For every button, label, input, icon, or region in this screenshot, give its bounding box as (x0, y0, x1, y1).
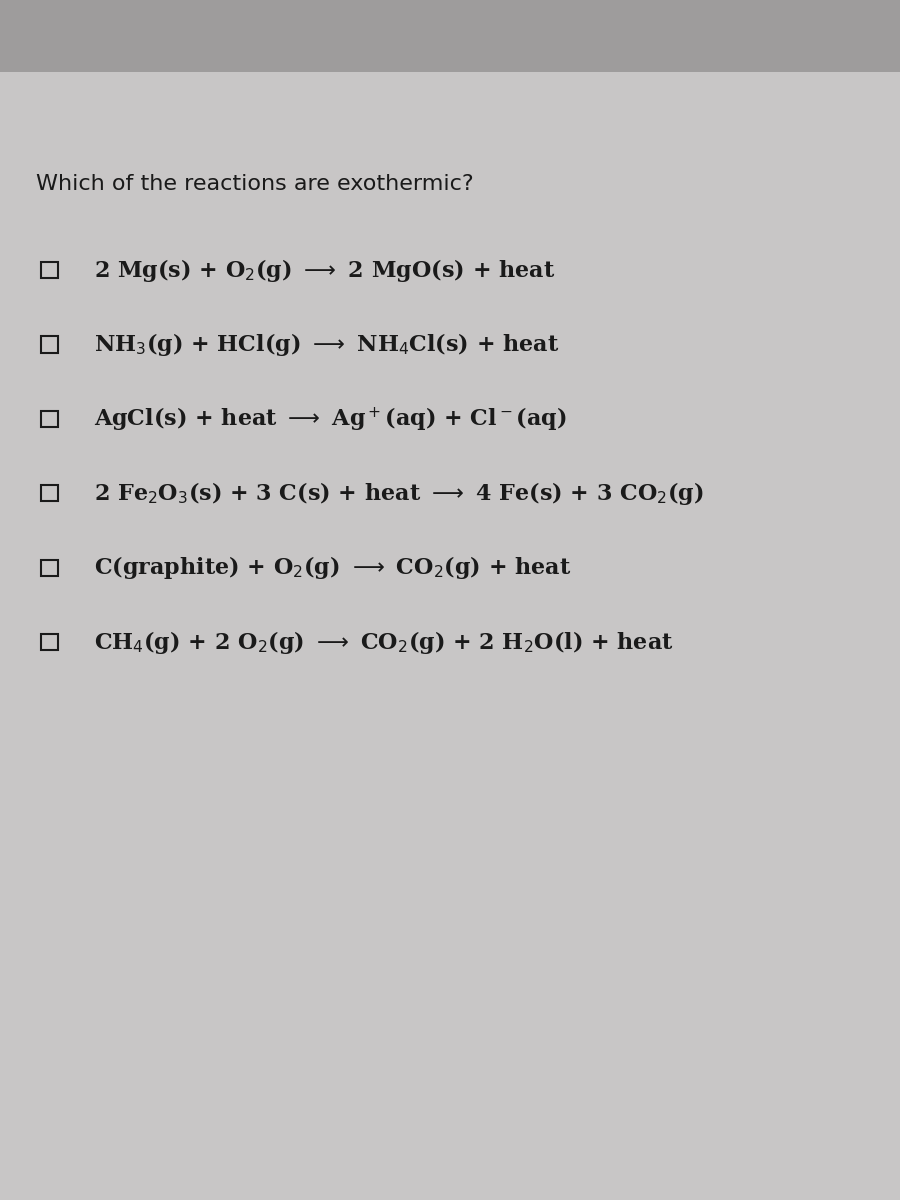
Text: NH$_3$(g) + HCl(g) $\longrightarrow$ NH$_4$Cl(s) + heat: NH$_3$(g) + HCl(g) $\longrightarrow$ NH$… (94, 331, 560, 358)
Bar (0, 0, 900, 72)
Bar (41, 262, 58, 278)
Text: 2 Mg(s) + O$_2$(g) $\longrightarrow$ 2 MgO(s) + heat: 2 Mg(s) + O$_2$(g) $\longrightarrow$ 2 M… (94, 257, 556, 283)
Text: AgCl(s) + heat $\longrightarrow$ Ag$^+$(aq) + Cl$^-$(aq): AgCl(s) + heat $\longrightarrow$ Ag$^+$(… (94, 404, 567, 433)
Bar (41, 559, 58, 576)
Bar (41, 336, 58, 353)
Bar (41, 485, 58, 502)
Text: C(graphite) + O$_2$(g) $\longrightarrow$ CO$_2$(g) + heat: C(graphite) + O$_2$(g) $\longrightarrow$… (94, 554, 572, 581)
Text: Which of the reactions are exothermic?: Which of the reactions are exothermic? (36, 174, 473, 194)
Text: CH$_4$(g) + 2 O$_2$(g) $\longrightarrow$ CO$_2$(g) + 2 H$_2$O(l) + heat: CH$_4$(g) + 2 O$_2$(g) $\longrightarrow$… (94, 629, 674, 655)
Text: 2 Fe$_2$O$_3$(s) + 3 C(s) + heat $\longrightarrow$ 4 Fe(s) + 3 CO$_2$(g): 2 Fe$_2$O$_3$(s) + 3 C(s) + heat $\longr… (94, 480, 705, 506)
Bar (41, 410, 58, 427)
Bar (41, 634, 58, 650)
